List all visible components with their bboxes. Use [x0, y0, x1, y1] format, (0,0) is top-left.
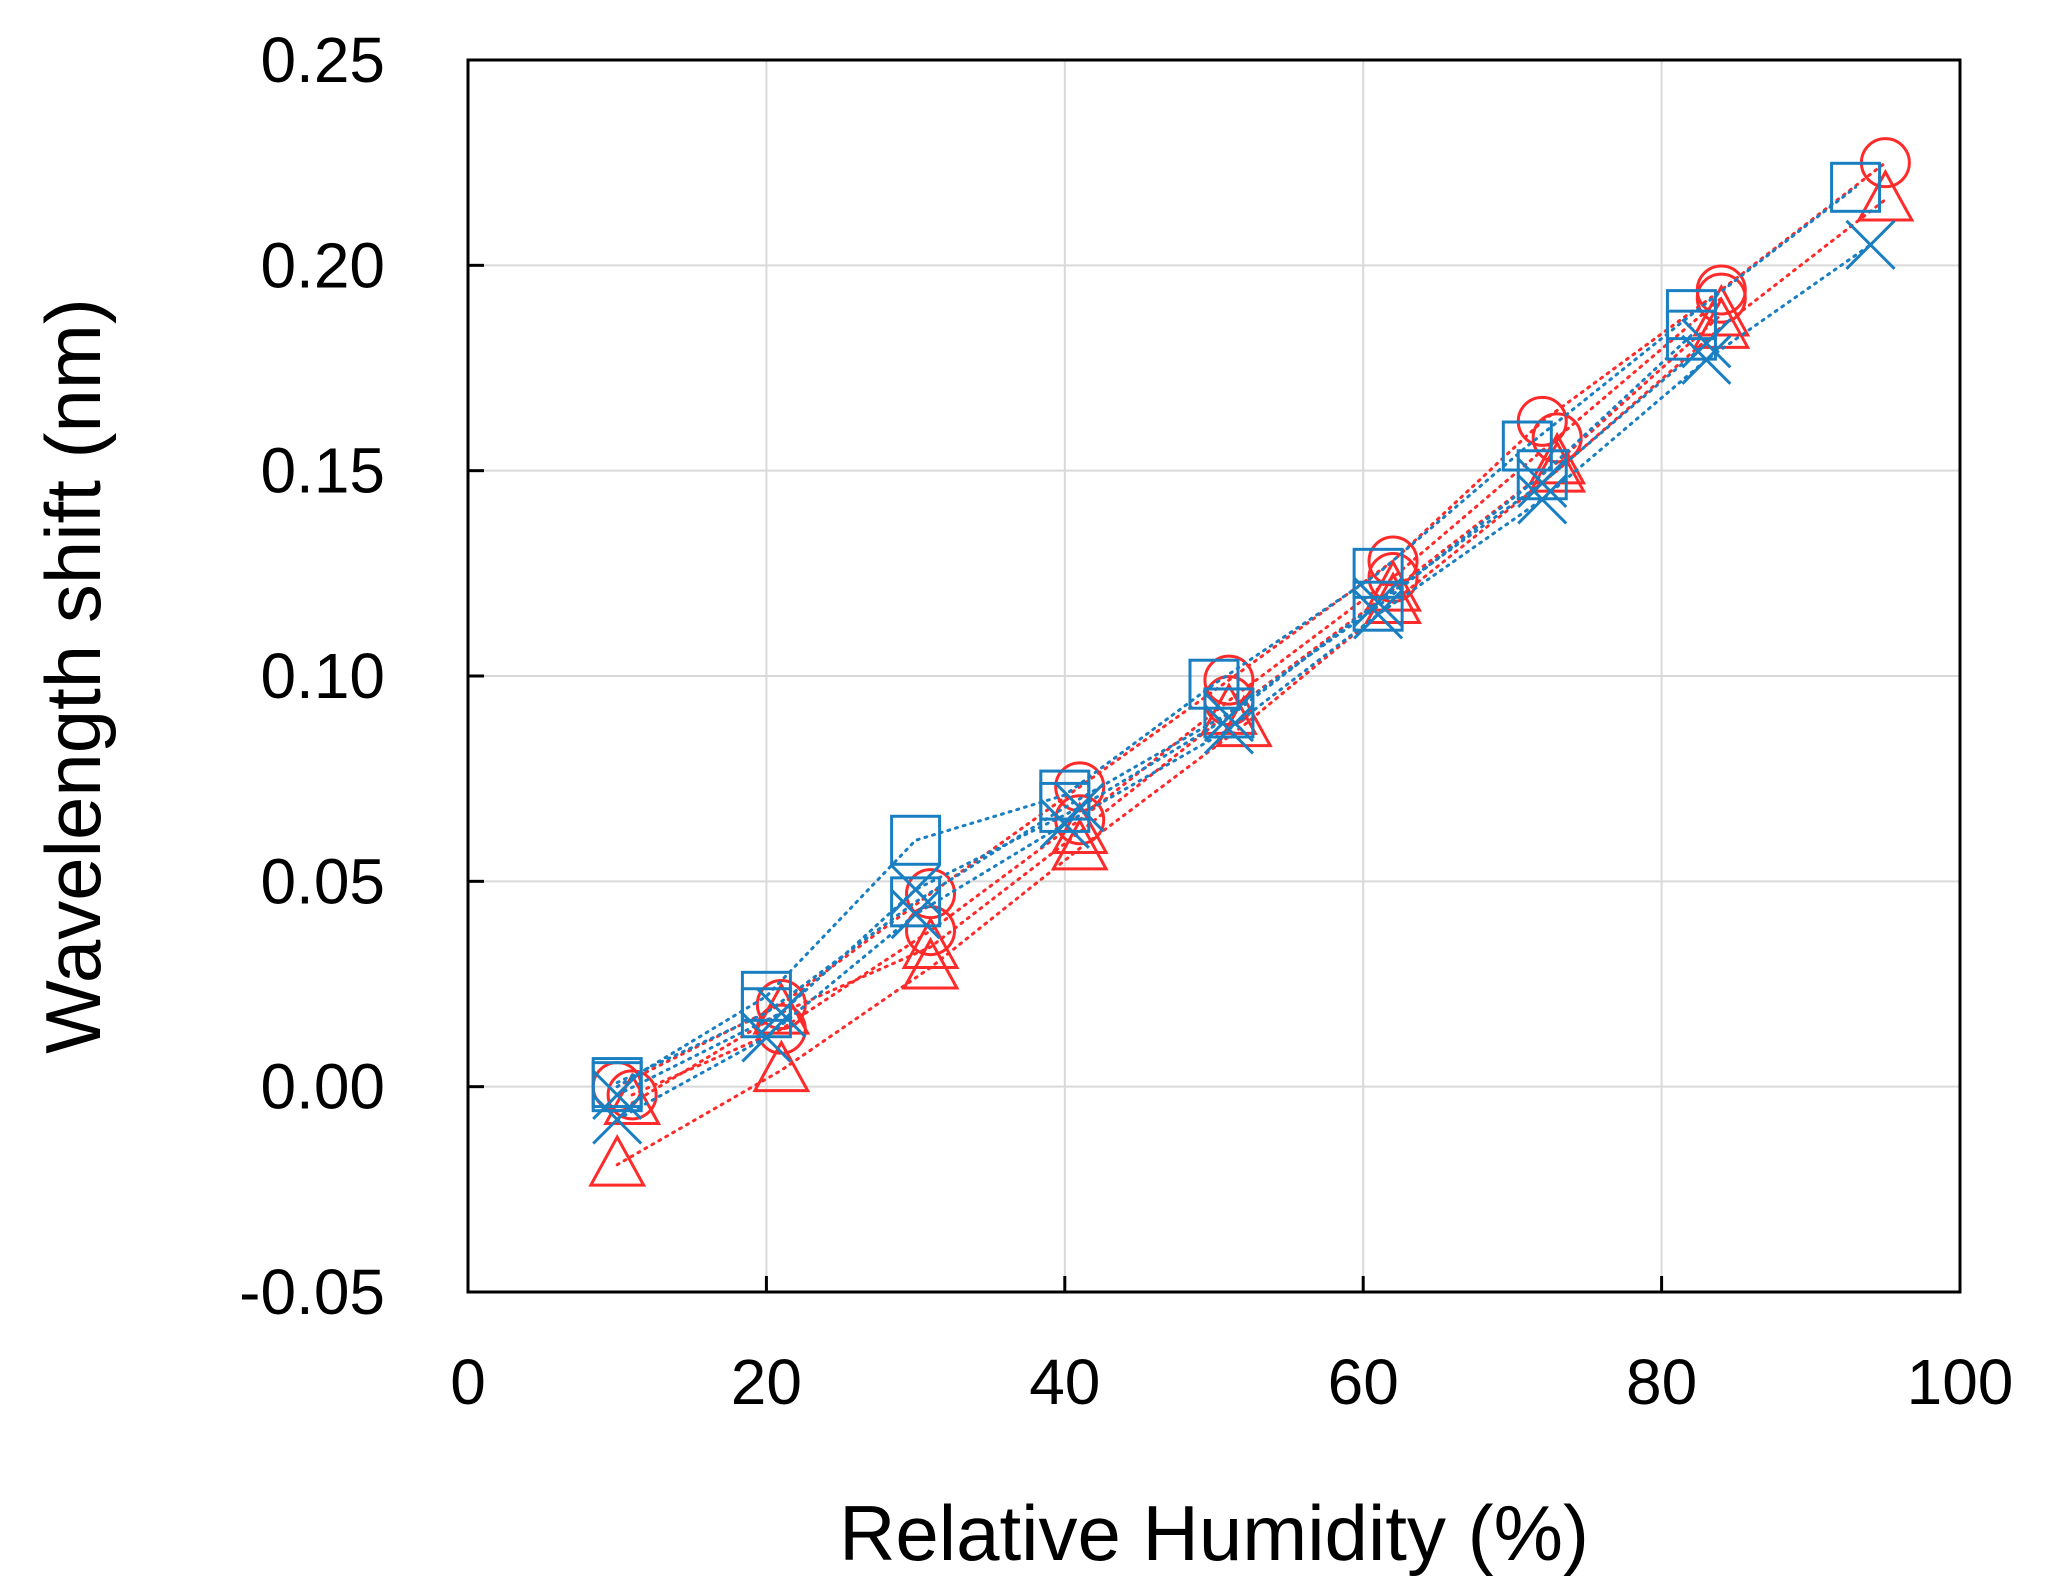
data-point-square [1830, 161, 1882, 213]
data-point-circle [1367, 535, 1419, 587]
data-point-triangle [1050, 801, 1109, 854]
data-point-cross [1681, 334, 1732, 385]
y-tick-label: 0.05 [260, 845, 385, 917]
series-line [615, 185, 1858, 1089]
data-point-circle [1695, 272, 1747, 324]
y-tick-label: -0.05 [239, 1256, 385, 1328]
data-point-square [890, 814, 942, 866]
data-point-circle [606, 1069, 658, 1121]
series-line [615, 198, 1887, 1167]
data-point-circle [905, 905, 957, 957]
data-point-cross [1203, 692, 1254, 743]
data-point-cross [741, 1012, 792, 1063]
data-point-square [1188, 658, 1240, 710]
data-point-cross [592, 1069, 643, 1120]
data-point-triangle [1692, 296, 1751, 349]
series-red-circle-a [591, 137, 1911, 1113]
data-point-square [1039, 781, 1091, 833]
series-line [615, 333, 1693, 1085]
data-point-cross [1517, 474, 1568, 525]
y-tick-label: 0.20 [260, 229, 385, 301]
data-point-cross [1054, 782, 1105, 833]
data-point-cross [1203, 704, 1254, 755]
x-tick-label: 60 [1328, 1346, 1399, 1418]
data-point-triangle [752, 1039, 811, 1093]
y-tick-label: 0.25 [260, 24, 385, 96]
data-point-square [1352, 547, 1404, 599]
series-blue-square-a [591, 161, 1882, 1113]
data-point-square [1352, 580, 1404, 632]
y-tick-label: 0.00 [260, 1051, 385, 1123]
data-point-square [1203, 687, 1255, 739]
x-tick-label: 80 [1626, 1346, 1697, 1418]
data-point-square [890, 876, 942, 928]
axis-label-layer: Relative Humidity (%) Wavelength shift (… [29, 298, 1589, 1577]
series-red-triangle-b [603, 283, 1751, 1125]
data-point-cross [756, 987, 807, 1038]
series-line [615, 341, 1708, 1097]
series-blue-cross-a [592, 219, 1896, 1145]
series-layer [588, 137, 1915, 1187]
data-point-cross [890, 864, 941, 915]
tick-layer: 0 20 40 60 80 100 -0.05 0.00 0.05 0.10 0.15 0.20 0.2… [239, 24, 2013, 1418]
data-point-cross [1353, 577, 1404, 628]
data-point-cross [1517, 457, 1568, 509]
x-tick-label: 100 [1907, 1346, 2014, 1418]
data-point-triangle [901, 916, 960, 969]
data-point-triangle [1528, 439, 1587, 493]
x-axis-label: Relative Humidity (%) [839, 1489, 1589, 1577]
data-point-cross [1681, 318, 1732, 369]
data-point-cross [592, 1094, 643, 1145]
data-point-circle [1203, 654, 1255, 706]
data-point-triangle [1856, 168, 1915, 222]
data-point-triangle [603, 1072, 662, 1125]
grid-layer [468, 60, 1960, 1292]
data-point-triangle [1364, 559, 1422, 612]
x-tick-label: 40 [1029, 1346, 1100, 1418]
series-line [615, 161, 1887, 1089]
y-tick-label: 0.15 [260, 435, 385, 507]
y-axis-label: Wavelength shift (nm) [29, 298, 117, 1054]
x-tick-label: 20 [731, 1346, 802, 1418]
data-point-cross [1845, 219, 1896, 270]
data-point-cross [1353, 589, 1404, 640]
x-tick-label: 0 [450, 1346, 486, 1418]
data-point-triangle [588, 1133, 647, 1187]
data-point-triangle [1050, 817, 1109, 871]
data-point-triangle [901, 936, 960, 990]
data-point-triangle [752, 982, 811, 1035]
y-tick-label: 0.10 [260, 640, 385, 712]
data-point-cross [890, 889, 941, 940]
series-blue-cross-b [592, 318, 1732, 1120]
series-line [630, 296, 1723, 1097]
